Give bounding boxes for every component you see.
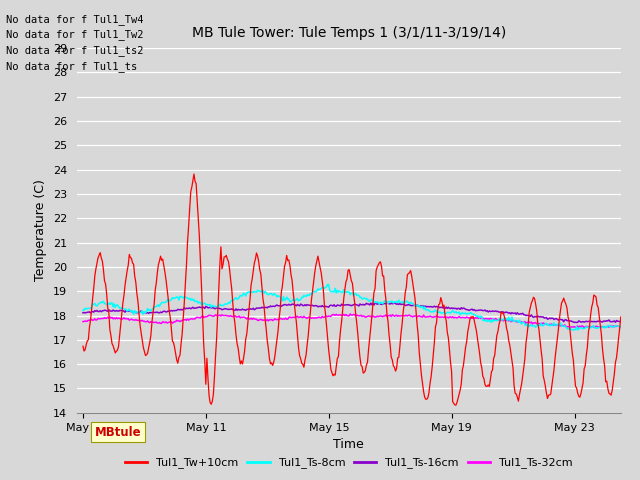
Text: No data for f Tul1_Tw2: No data for f Tul1_Tw2: [6, 29, 144, 40]
X-axis label: Time: Time: [333, 438, 364, 451]
Title: MB Tule Tower: Tule Temps 1 (3/1/11-3/19/14): MB Tule Tower: Tule Temps 1 (3/1/11-3/19…: [191, 26, 506, 40]
Y-axis label: Temperature (C): Temperature (C): [35, 180, 47, 281]
Text: No data for f Tul1_ts2: No data for f Tul1_ts2: [6, 45, 144, 56]
Text: No data for f Tul1_Tw4: No data for f Tul1_Tw4: [6, 13, 144, 24]
Text: No data for f Tul1_ts: No data for f Tul1_ts: [6, 61, 138, 72]
Text: MBtule: MBtule: [95, 426, 141, 439]
Legend: Tul1_Tw+10cm, Tul1_Ts-8cm, Tul1_Ts-16cm, Tul1_Ts-32cm: Tul1_Tw+10cm, Tul1_Ts-8cm, Tul1_Ts-16cm,…: [121, 453, 577, 473]
